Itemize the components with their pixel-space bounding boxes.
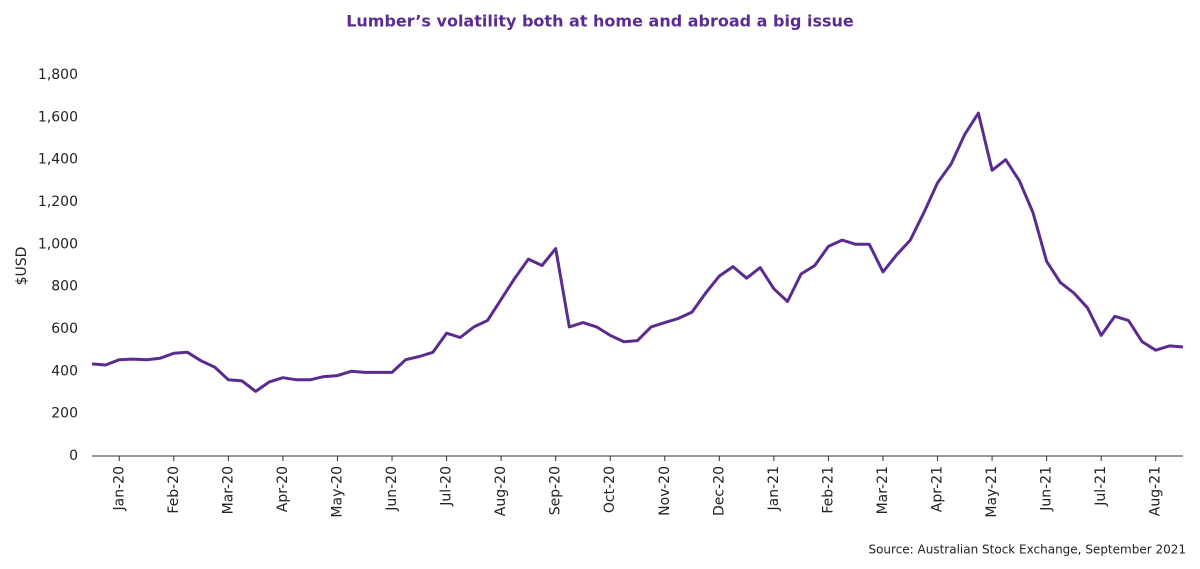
x-tick-label: Feb-20 — [166, 466, 182, 514]
x-tick-label: May-20 — [329, 466, 345, 518]
x-tick-label: Mar-20 — [220, 466, 236, 514]
y-tick-label: 1,800 — [38, 67, 78, 83]
y-axis-label: $USD — [14, 247, 30, 286]
x-tick-label: Nov-20 — [657, 466, 673, 516]
x-tick-label: Mar-21 — [875, 466, 891, 514]
y-tick-label: 1,200 — [38, 194, 78, 210]
x-tick-label: Oct-20 — [602, 466, 618, 513]
y-tick-label: 1,400 — [38, 152, 78, 168]
x-tick-label: May-21 — [984, 466, 1000, 518]
y-tick-label: 1,000 — [38, 236, 78, 252]
x-tick-label: Aug-20 — [493, 466, 509, 516]
x-tick-label: Aug-21 — [1148, 466, 1164, 516]
y-tick-label: 400 — [51, 363, 78, 379]
x-tick-label: Sep-20 — [548, 466, 564, 515]
x-tick-label: Apr-21 — [930, 466, 946, 512]
x-tick-label: Dec-20 — [711, 466, 727, 516]
y-tick-label: 200 — [51, 406, 78, 422]
x-tick-label: Apr-20 — [275, 466, 291, 512]
chart-title: Lumber’s volatility both at home and abr… — [346, 12, 854, 31]
y-tick-label: 1,600 — [38, 109, 78, 125]
x-tick-label: Jun-20 — [384, 466, 400, 512]
y-tick-label: 0 — [69, 448, 78, 464]
line — [91, 111, 1184, 393]
x-tick-label: Jan-20 — [111, 466, 127, 511]
y-tick-label: 600 — [51, 321, 78, 337]
x-tick-label: Jun-21 — [1039, 466, 1055, 512]
x-tick-label: Jul-21 — [1093, 466, 1109, 507]
x-tick-label: Jul-20 — [439, 466, 455, 507]
x-tick-label: Jan-21 — [766, 466, 782, 511]
x-tick-label: Feb-21 — [820, 466, 836, 514]
y-tick-label: 800 — [51, 279, 78, 295]
source: Source: Australian Stock Exchange, Septe… — [868, 543, 1186, 557]
